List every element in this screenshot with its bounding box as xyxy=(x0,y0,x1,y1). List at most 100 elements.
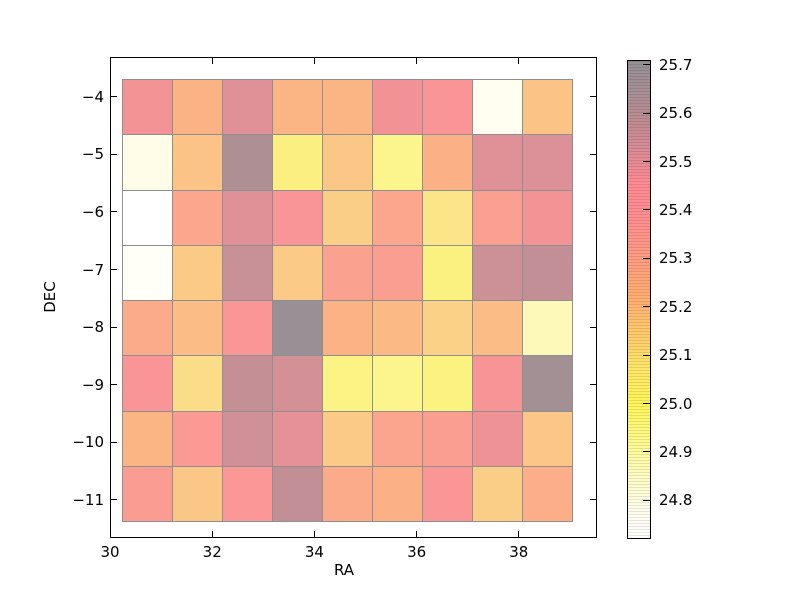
y-tick-right xyxy=(590,269,596,271)
heatmap-cell xyxy=(223,135,272,190)
y-tick xyxy=(111,96,117,98)
heatmap-cell xyxy=(423,356,472,411)
heatmap-cell xyxy=(523,135,572,190)
heatmap-cell xyxy=(173,301,222,356)
heatmap-cell xyxy=(423,135,472,190)
heatmap-cell xyxy=(373,190,422,245)
colorbar-gradient xyxy=(628,61,650,538)
heatmap-cell xyxy=(423,301,472,356)
heatmap-cell xyxy=(323,190,372,245)
y-tick xyxy=(111,269,117,271)
heatmap-cell xyxy=(373,301,422,356)
y-tick-label: −9 xyxy=(81,375,104,394)
heatmap-cell xyxy=(173,190,222,245)
heatmap-cell xyxy=(323,356,372,411)
x-tick-label: 32 xyxy=(202,543,222,561)
heatmap-cell xyxy=(323,466,372,521)
y-tick-right xyxy=(590,153,596,155)
heatmap-cell xyxy=(373,411,422,466)
colorbar-tick xyxy=(643,354,650,356)
colorbar-tick-label: 25.5 xyxy=(659,152,693,171)
heatmap-cell xyxy=(373,80,422,135)
colorbar-tick-label: 24.8 xyxy=(659,491,693,510)
heatmap-cell xyxy=(323,80,372,135)
y-tick-label: −7 xyxy=(81,260,104,279)
heatmap-cell xyxy=(173,245,222,300)
heatmap-cell xyxy=(323,301,372,356)
heatmap-cell xyxy=(273,411,322,466)
heatmap-cell xyxy=(173,135,222,190)
y-tick-label: −4 xyxy=(81,87,104,106)
heatmap-cell xyxy=(173,411,222,466)
y-tick-right xyxy=(590,211,596,213)
y-tick-label: −5 xyxy=(81,145,104,164)
heatmap-cell xyxy=(223,356,272,411)
heatmap-cell xyxy=(323,135,372,190)
heatmap-cell xyxy=(223,466,272,521)
x-tick-label: 30 xyxy=(100,543,120,561)
heatmap-cell xyxy=(523,411,572,466)
heatmap-cell xyxy=(273,301,322,356)
heatmap-cell xyxy=(473,356,522,411)
heatmap-cell xyxy=(423,190,472,245)
colorbar-tick-label: 25.4 xyxy=(659,200,693,219)
y-tick xyxy=(111,384,117,386)
colorbar-tick-label: 25.1 xyxy=(659,346,693,365)
colorbar-tick xyxy=(643,112,650,114)
y-tick-right xyxy=(590,326,596,328)
x-axis-label: RA xyxy=(333,561,355,579)
heatmap-cell xyxy=(523,245,572,300)
colorbar-tick-label: 25.7 xyxy=(659,55,693,74)
heatmap-cell xyxy=(373,356,422,411)
heatmap-cell xyxy=(273,135,322,190)
y-tick xyxy=(111,153,117,155)
y-tick xyxy=(111,441,117,443)
x-tick-label: 36 xyxy=(407,543,427,561)
heatmap-cell xyxy=(423,80,472,135)
x-tick-top xyxy=(211,58,213,64)
y-tick xyxy=(111,211,117,213)
heatmap-cell xyxy=(223,190,272,245)
x-tick-top xyxy=(416,58,418,64)
colorbar-tick xyxy=(643,499,650,501)
heatmap-cell xyxy=(473,135,522,190)
heatmap-cell xyxy=(123,135,172,190)
colorbar-tick xyxy=(643,209,650,211)
heatmap-cell xyxy=(223,245,272,300)
y-tick-label: −8 xyxy=(81,318,104,337)
colorbar-tick xyxy=(643,64,650,66)
y-tick-right xyxy=(590,96,596,98)
heatmap-cell xyxy=(373,245,422,300)
heatmap-cell xyxy=(223,411,272,466)
x-tick xyxy=(518,531,520,537)
heatmap-cell xyxy=(473,245,522,300)
heatmap-cell xyxy=(123,301,172,356)
heatmap-cell xyxy=(273,80,322,135)
heatmap-cell xyxy=(123,190,172,245)
colorbar-tick xyxy=(643,451,650,453)
heatmap-cell xyxy=(223,301,272,356)
heatmap-grid xyxy=(122,79,573,522)
x-tick xyxy=(313,531,315,537)
heatmap-cell xyxy=(123,245,172,300)
y-tick-right xyxy=(590,384,596,386)
y-tick xyxy=(111,326,117,328)
heatmap-cell xyxy=(523,190,572,245)
heatmap-cell xyxy=(323,411,372,466)
heatmap-cell xyxy=(223,80,272,135)
heatmap-cell xyxy=(473,301,522,356)
heatmap-cell xyxy=(373,466,422,521)
heatmap-cell xyxy=(173,466,222,521)
colorbar-tick xyxy=(643,161,650,163)
colorbar-tick xyxy=(643,403,650,405)
x-tick-label: 38 xyxy=(509,543,529,561)
heatmap-cell xyxy=(123,411,172,466)
x-tick xyxy=(211,531,213,537)
x-tick xyxy=(109,531,111,537)
colorbar-tick xyxy=(643,306,650,308)
heatmap-cell xyxy=(273,356,322,411)
y-tick-label: −11 xyxy=(72,490,104,509)
y-tick-right xyxy=(590,499,596,501)
heatmap-cell xyxy=(123,80,172,135)
heatmap-cell xyxy=(273,245,322,300)
